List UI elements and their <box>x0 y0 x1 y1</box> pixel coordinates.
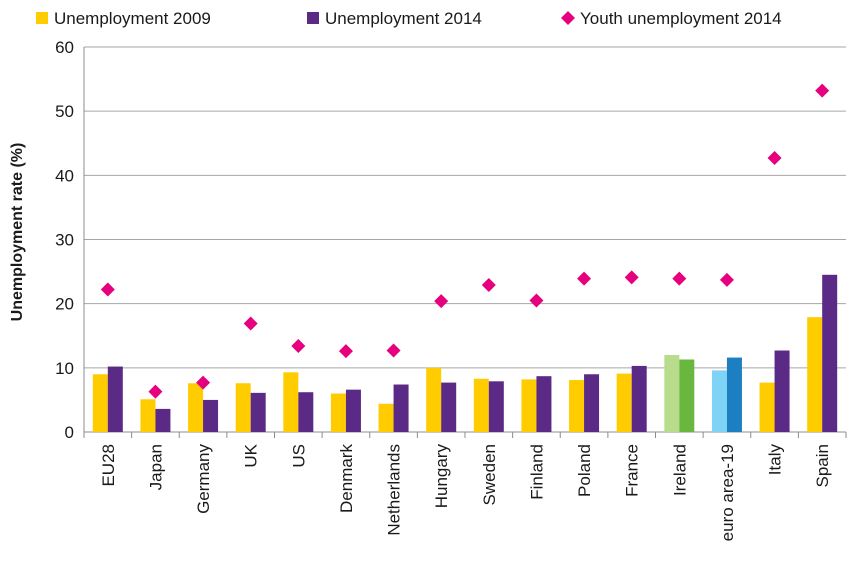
y-axis-title: Unemployment rate (%) <box>9 143 26 322</box>
bar-unemployment-2009-poland <box>569 380 585 432</box>
x-tick-labels: EU28 Japan Germany UK US Denmark Netherlands Hu… <box>99 443 832 541</box>
marker-youth-unemployment-2014-eu28 <box>100 282 115 297</box>
marker-youth-unemployment-2014-denmark <box>338 344 353 359</box>
y-tick-label: 30 <box>55 231 74 250</box>
bar-unemployment-2014-sweden <box>488 381 504 432</box>
bar-unemployment-2009-france <box>616 373 632 432</box>
marker-youth-unemployment-2014-poland <box>577 271 592 286</box>
legend-swatch <box>307 12 319 24</box>
legend: Unemployment 2009 Unemployment 2014 Youth … <box>36 9 782 28</box>
bar-unemployment-2014-euro-area-19 <box>726 357 742 432</box>
legend-item-youth-unemployment-2014: Youth unemployment 2014 <box>561 9 782 28</box>
x-tick-label-eu28: EU28 <box>99 444 118 487</box>
bar-unemployment-2009-netherlands <box>378 403 394 432</box>
bar-unemployment-2009-ireland <box>664 355 680 432</box>
legend-item-unemployment-2014: Unemployment 2014 <box>307 9 482 28</box>
bar-unemployment-2014-uk <box>250 392 266 432</box>
y-tick-label: 50 <box>55 102 74 121</box>
marker-youth-unemployment-2014-hungary <box>434 294 449 309</box>
bar-unemployment-2009-hungary <box>426 367 442 432</box>
bar-unemployment-2014-france <box>631 365 647 432</box>
x-tick-label-us: US <box>289 444 308 468</box>
x-tick-label-ireland: Ireland <box>670 444 689 496</box>
x-tick-label-finland: Finland <box>527 444 546 500</box>
bar-unemployment-2009-germany <box>188 383 204 432</box>
x-tick-label-spain: Spain <box>813 444 832 487</box>
marker-youth-unemployment-2014-france <box>624 270 639 285</box>
youth-markers <box>100 83 830 399</box>
bar-unemployment-2014-denmark <box>345 389 361 432</box>
y-tick-label: 0 <box>65 423 74 442</box>
x-tick-label-sweden: Sweden <box>480 444 499 505</box>
x-tick-label-germany: Germany <box>194 444 213 514</box>
bar-unemployment-2014-ireland <box>679 359 695 432</box>
bar-unemployment-2009-us <box>283 372 299 432</box>
bar-unemployment-2009-italy <box>759 382 775 432</box>
marker-youth-unemployment-2014-spain <box>815 83 830 98</box>
legend-diamond-marker <box>561 11 575 25</box>
legend-label: Youth unemployment 2014 <box>580 9 782 28</box>
marker-youth-unemployment-2014-euro-area-19 <box>719 272 734 287</box>
x-tick-label-netherlands: Netherlands <box>385 444 404 536</box>
bar-unemployment-2009-sweden <box>473 378 489 432</box>
x-tick-label-denmark: Denmark <box>337 444 356 513</box>
bar-unemployment-2014-poland <box>584 374 600 432</box>
bar-unemployment-2014-spain <box>822 274 838 432</box>
bar-unemployment-2009-spain <box>807 317 823 432</box>
legend-label: Unemployment 2014 <box>325 9 482 28</box>
bar-unemployment-2009-finland <box>521 379 537 432</box>
x-tick-label-uk: UK <box>242 443 261 467</box>
marker-youth-unemployment-2014-sweden <box>481 278 496 293</box>
bar-unemployment-2014-finland <box>536 376 552 432</box>
marker-youth-unemployment-2014-finland <box>529 293 544 308</box>
bar-unemployment-2009-uk <box>235 383 251 432</box>
gridlines <box>84 46 846 369</box>
x-tick-label-euro-area-19: euro area-19 <box>718 444 737 541</box>
bars <box>92 274 838 432</box>
bar-unemployment-2009-japan <box>140 399 156 432</box>
marker-youth-unemployment-2014-japan <box>148 384 163 399</box>
x-tick-label-italy: Italy <box>766 444 785 476</box>
bar-unemployment-2014-eu28 <box>107 366 123 432</box>
y-tick-label: 20 <box>55 295 74 314</box>
marker-youth-unemployment-2014-us <box>291 339 306 354</box>
bar-unemployment-2014-netherlands <box>393 384 409 432</box>
bar-unemployment-2014-italy <box>774 350 790 432</box>
y-tick-label: 60 <box>55 38 74 57</box>
legend-swatch <box>36 12 48 24</box>
x-tick-label-hungary: Hungary <box>432 444 451 509</box>
y-tick-label: 10 <box>55 359 74 378</box>
marker-youth-unemployment-2014-germany <box>196 375 211 390</box>
marker-youth-unemployment-2014-italy <box>767 151 782 166</box>
bar-unemployment-2014-hungary <box>441 382 457 432</box>
bar-unemployment-2009-denmark <box>330 393 346 432</box>
marker-youth-unemployment-2014-ireland <box>672 271 687 286</box>
y-tick-labels: 0 10 20 30 40 50 60 <box>55 38 74 442</box>
marker-youth-unemployment-2014-netherlands <box>386 343 401 358</box>
x-tick-label-japan: Japan <box>146 444 165 490</box>
bar-unemployment-2014-japan <box>155 408 171 432</box>
marker-youth-unemployment-2014-uk <box>243 316 258 331</box>
bar-unemployment-2009-eu28 <box>92 374 108 432</box>
legend-item-unemployment-2009: Unemployment 2009 <box>36 9 211 28</box>
x-tick-label-france: France <box>623 444 642 497</box>
legend-label: Unemployment 2009 <box>54 9 211 28</box>
y-tick-label: 40 <box>55 166 74 185</box>
x-tick-label-poland: Poland <box>575 444 594 497</box>
bar-unemployment-2014-germany <box>203 399 219 432</box>
bar-unemployment-2014-us <box>298 392 314 432</box>
bar-unemployment-2009-euro-area-19 <box>711 370 727 432</box>
